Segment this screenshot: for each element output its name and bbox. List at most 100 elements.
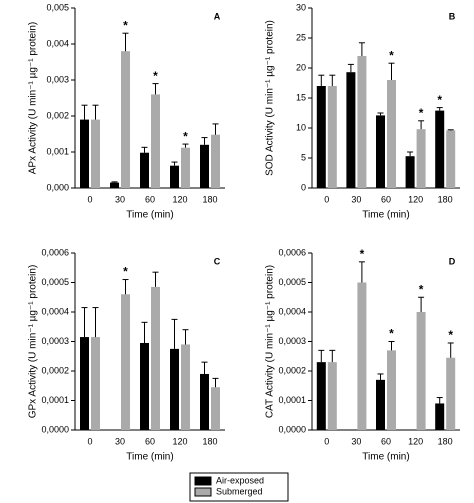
bar (211, 134, 220, 188)
y-axis-label: CAT Activity (U min⁻¹ µg⁻¹ protein) (265, 265, 276, 418)
panel-label: B (449, 11, 456, 21)
y-tick-label: 0,004 (46, 38, 69, 48)
significance-mark: * (419, 282, 424, 296)
bar (170, 348, 179, 430)
y-tick-label: 0,0004 (41, 306, 69, 316)
y-tick-label: 0,0002 (41, 365, 69, 375)
bar (200, 144, 209, 188)
panel-label: D (449, 256, 456, 266)
bar (435, 403, 445, 430)
bar (316, 86, 326, 188)
significance-mark: * (389, 327, 394, 341)
x-tick-label: 60 (381, 436, 391, 446)
bar (357, 282, 367, 430)
y-tick-label: 0,002 (46, 110, 69, 120)
bar (446, 130, 456, 188)
x-tick-label: 180 (202, 436, 217, 446)
x-tick-label: 60 (145, 436, 155, 446)
significance-mark: * (123, 265, 128, 279)
panel-label: C (214, 256, 221, 266)
x-tick-label: 0 (87, 194, 92, 204)
x-axis-label: Time (min) (362, 210, 409, 221)
y-tick-label: 0,0003 (278, 336, 306, 346)
x-tick-label: 60 (381, 194, 391, 204)
x-tick-label: 0 (324, 436, 329, 446)
x-tick-label: 120 (408, 194, 423, 204)
significance-mark: * (153, 69, 158, 83)
bar (121, 294, 130, 430)
y-tick-label: 25 (296, 32, 306, 42)
legend-swatch (194, 476, 212, 486)
bar (387, 80, 396, 188)
x-tick-label: 30 (115, 436, 125, 446)
bar (91, 119, 100, 188)
bar (170, 165, 179, 188)
x-tick-label: 30 (115, 194, 125, 204)
bar (387, 350, 396, 430)
y-tick-label: 0,0000 (41, 424, 69, 434)
significance-mark: * (360, 247, 365, 261)
bar (151, 286, 160, 430)
y-tick-label: 10 (296, 122, 306, 132)
y-tick-label: 0,003 (46, 74, 69, 84)
y-tick-label: 0,0001 (278, 395, 306, 405)
bar (110, 182, 119, 188)
y-axis-label: APx Activity (U min⁻¹ µg⁻¹ protein) (28, 22, 39, 174)
significance-mark: * (419, 106, 424, 120)
y-tick-label: 0,0006 (278, 247, 306, 257)
bar (140, 152, 149, 188)
bar (446, 357, 456, 430)
y-tick-label: 5 (301, 152, 306, 162)
bar (346, 72, 356, 188)
bar (121, 51, 130, 189)
legend-swatch (194, 487, 212, 497)
y-tick-label: 0,0003 (41, 336, 69, 346)
y-tick-label: 0,0001 (41, 395, 69, 405)
y-tick-label: 0,0005 (41, 277, 69, 287)
bar (405, 156, 415, 188)
bar (357, 56, 367, 188)
x-tick-label: 120 (408, 436, 423, 446)
y-tick-label: 20 (296, 62, 306, 72)
y-tick-label: 0,0005 (278, 277, 306, 287)
bar (327, 362, 337, 430)
bar (327, 86, 337, 188)
significance-mark: * (123, 18, 128, 32)
significance-mark: * (437, 93, 442, 107)
x-tick-label: 0 (324, 194, 329, 204)
y-tick-label: 30 (296, 2, 306, 12)
legend-label: Submerged (216, 486, 263, 496)
bar (316, 362, 326, 430)
x-tick-label: 30 (351, 436, 361, 446)
y-tick-label: 0,0000 (278, 424, 306, 434)
legend-label: Air-exposed (216, 475, 264, 485)
y-tick-label: 0,0004 (278, 306, 306, 316)
x-tick-label: 180 (438, 194, 453, 204)
bar (80, 337, 89, 430)
bar (80, 119, 89, 188)
x-tick-label: 120 (172, 436, 187, 446)
x-tick-label: 120 (172, 194, 187, 204)
panel-label: A (214, 11, 221, 21)
significance-mark: * (448, 328, 453, 342)
bar (211, 387, 220, 430)
y-axis-label: GPx Activity (U min⁻¹ µg⁻¹ protein) (28, 265, 39, 419)
y-tick-label: 0,005 (46, 2, 69, 12)
x-tick-label: 0 (87, 436, 92, 446)
x-tick-label: 180 (202, 194, 217, 204)
bar (91, 337, 100, 430)
x-axis-label: Time (min) (126, 210, 173, 221)
x-tick-label: 30 (351, 194, 361, 204)
bar (151, 94, 160, 188)
x-tick-label: 60 (145, 194, 155, 204)
x-axis-label: Time (min) (362, 452, 409, 463)
x-axis-label: Time (min) (126, 452, 173, 463)
y-tick-label: 0,0006 (41, 247, 69, 257)
bar (416, 129, 426, 188)
y-tick-label: 15 (296, 92, 306, 102)
y-tick-label: 0 (301, 182, 306, 192)
bar (181, 344, 190, 430)
bar (200, 373, 209, 430)
x-tick-label: 180 (438, 436, 453, 446)
